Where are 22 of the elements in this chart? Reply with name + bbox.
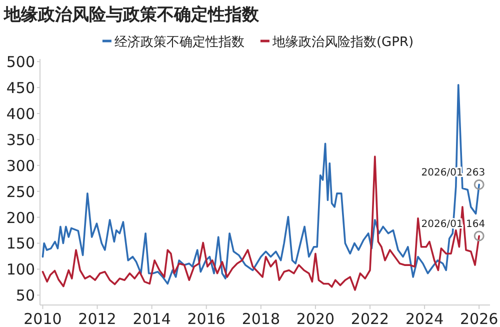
chart-title: 地缘政治风险与政策不确定性指数 [3,5,260,25]
y-tick-label: 400 [6,104,35,123]
y-tick-label: 350 [6,130,35,149]
x-tick-label: 2016 [187,310,226,327]
y-tick-label: 100 [6,260,35,279]
x-tick-label: 2012 [78,310,116,327]
legend-label: 地缘政治风险指数(GPR) [271,35,414,50]
y-tick-label: 150 [6,234,35,253]
x-tick-label: 2018 [242,310,280,327]
y-tick-label: 250 [6,182,35,201]
x-tick-label: 2024 [405,310,444,327]
y-tick-label: 200 [6,208,35,227]
y-tick-label: 500 [6,53,35,72]
y-tick-label: 50 [16,286,35,305]
y-tick-label: 300 [6,156,35,175]
legend-label: 经济政策不确定性指数 [114,35,244,50]
x-tick-label: 2022 [350,310,390,327]
x-tick-label: 2014 [132,310,171,327]
x-tick-label: 2026 [460,310,498,327]
x-tick-label: 2010 [24,310,62,327]
x-tick-label: 2020 [296,310,335,327]
y-tick-label: 450 [6,79,35,98]
